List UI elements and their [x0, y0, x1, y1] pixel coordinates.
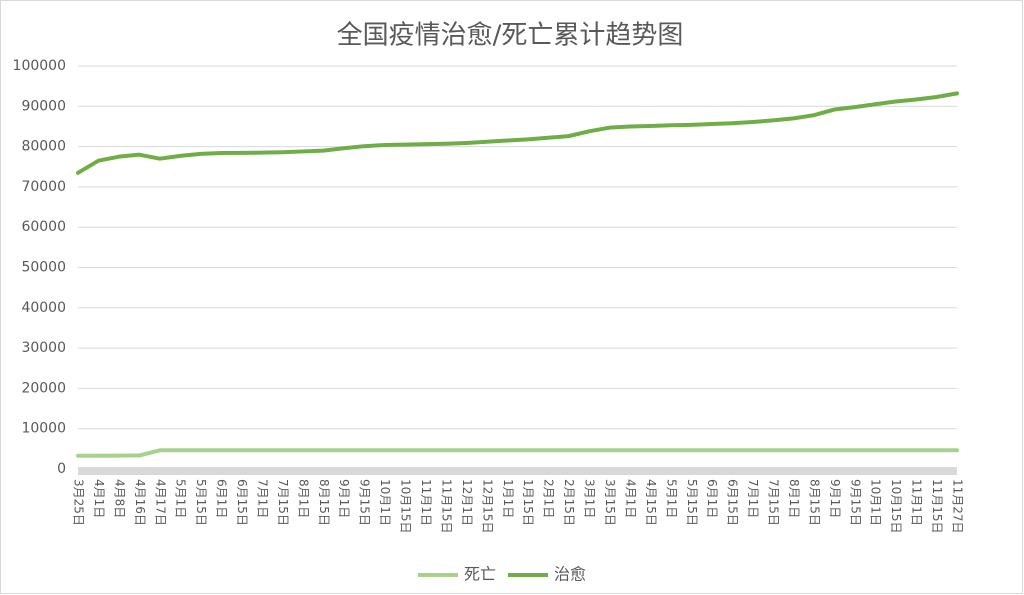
y-tick-label: 50000 — [21, 260, 66, 276]
legend-label: 死亡 — [464, 565, 496, 584]
y-tick-label: 30000 — [21, 340, 66, 356]
x-tick-label: 8月15日 — [317, 479, 331, 526]
x-tick-label: 7月15日 — [276, 479, 290, 526]
x-tick-label: 6月15日 — [726, 479, 740, 526]
x-tick-label: 5月15日 — [685, 479, 699, 526]
x-tick-label: 10月15日 — [889, 479, 903, 534]
y-tick-label: 0 — [57, 461, 66, 477]
x-tick-label: 11月15日 — [930, 479, 944, 534]
x-tick-label: 4月16日 — [133, 479, 147, 526]
legend-label: 治愈 — [554, 565, 586, 584]
x-tick-label: 5月1日 — [174, 479, 188, 518]
x-tick-label: 4月17日 — [153, 479, 167, 526]
x-tick-label: 8月1日 — [787, 479, 801, 518]
x-tick-label: 7月1日 — [255, 479, 269, 518]
x-tick-label: 3月15日 — [603, 479, 617, 526]
x-tick-label: 1月1日 — [501, 479, 515, 518]
x-tick-label: 5月15日 — [194, 479, 208, 526]
x-tick-label: 3月25日 — [72, 479, 86, 526]
x-tick-label: 4月1日 — [623, 479, 637, 518]
x-tick-label: 10月1日 — [869, 479, 883, 526]
y-tick-label: 40000 — [21, 300, 66, 316]
x-tick-label: 11月1日 — [910, 479, 924, 526]
x-tick-label: 7月1日 — [746, 479, 760, 518]
x-tick-label: 8月15日 — [807, 479, 821, 526]
x-tick-label: 8月1日 — [296, 479, 310, 518]
x-tick-label: 4月15日 — [644, 479, 658, 526]
chart-title: 全国疫情治愈/死亡累计趋势图 — [337, 21, 684, 51]
y-tick-label: 100000 — [13, 58, 66, 74]
y-tick-label: 10000 — [21, 421, 66, 437]
x-tick-label: 3月1日 — [583, 479, 597, 518]
x-tick-label: 6月1日 — [215, 479, 229, 518]
x-tick-label: 4月1日 — [92, 479, 106, 518]
x-tick-label: 9月15日 — [848, 479, 862, 526]
x-tick-label: 12月1日 — [460, 479, 474, 526]
x-tick-label: 9月15日 — [358, 479, 372, 526]
x-tick-label: 2月15日 — [562, 479, 576, 526]
x-tick-label: 6月15日 — [235, 479, 249, 526]
x-tick-label: 10月15日 — [399, 479, 413, 534]
x-tick-label: 9月1日 — [828, 479, 842, 518]
x-tick-label: 11月27日 — [951, 479, 965, 534]
x-tick-label: 10月1日 — [378, 479, 392, 526]
x-tick-label: 1月15日 — [521, 479, 535, 526]
y-tick-label: 60000 — [21, 219, 66, 235]
y-tick-label: 80000 — [21, 139, 66, 155]
x-tick-label: 4月8日 — [112, 479, 126, 518]
x-tick-label: 7月15日 — [767, 479, 781, 526]
x-tick-label: 11月1日 — [419, 479, 433, 526]
y-tick-label: 20000 — [21, 380, 66, 396]
x-tick-label: 11月15日 — [439, 479, 453, 534]
x-tick-label: 2月1日 — [542, 479, 556, 518]
x-tick-label: 12月15日 — [480, 479, 494, 534]
x-tick-label: 6月1日 — [705, 479, 719, 518]
line-series — [76, 448, 959, 458]
line-series — [76, 91, 959, 175]
x-tick-label: 9月1日 — [337, 479, 351, 518]
y-tick-label: 70000 — [21, 179, 66, 195]
x-tick-label: 5月1日 — [664, 479, 678, 518]
y-tick-label: 90000 — [21, 98, 66, 114]
